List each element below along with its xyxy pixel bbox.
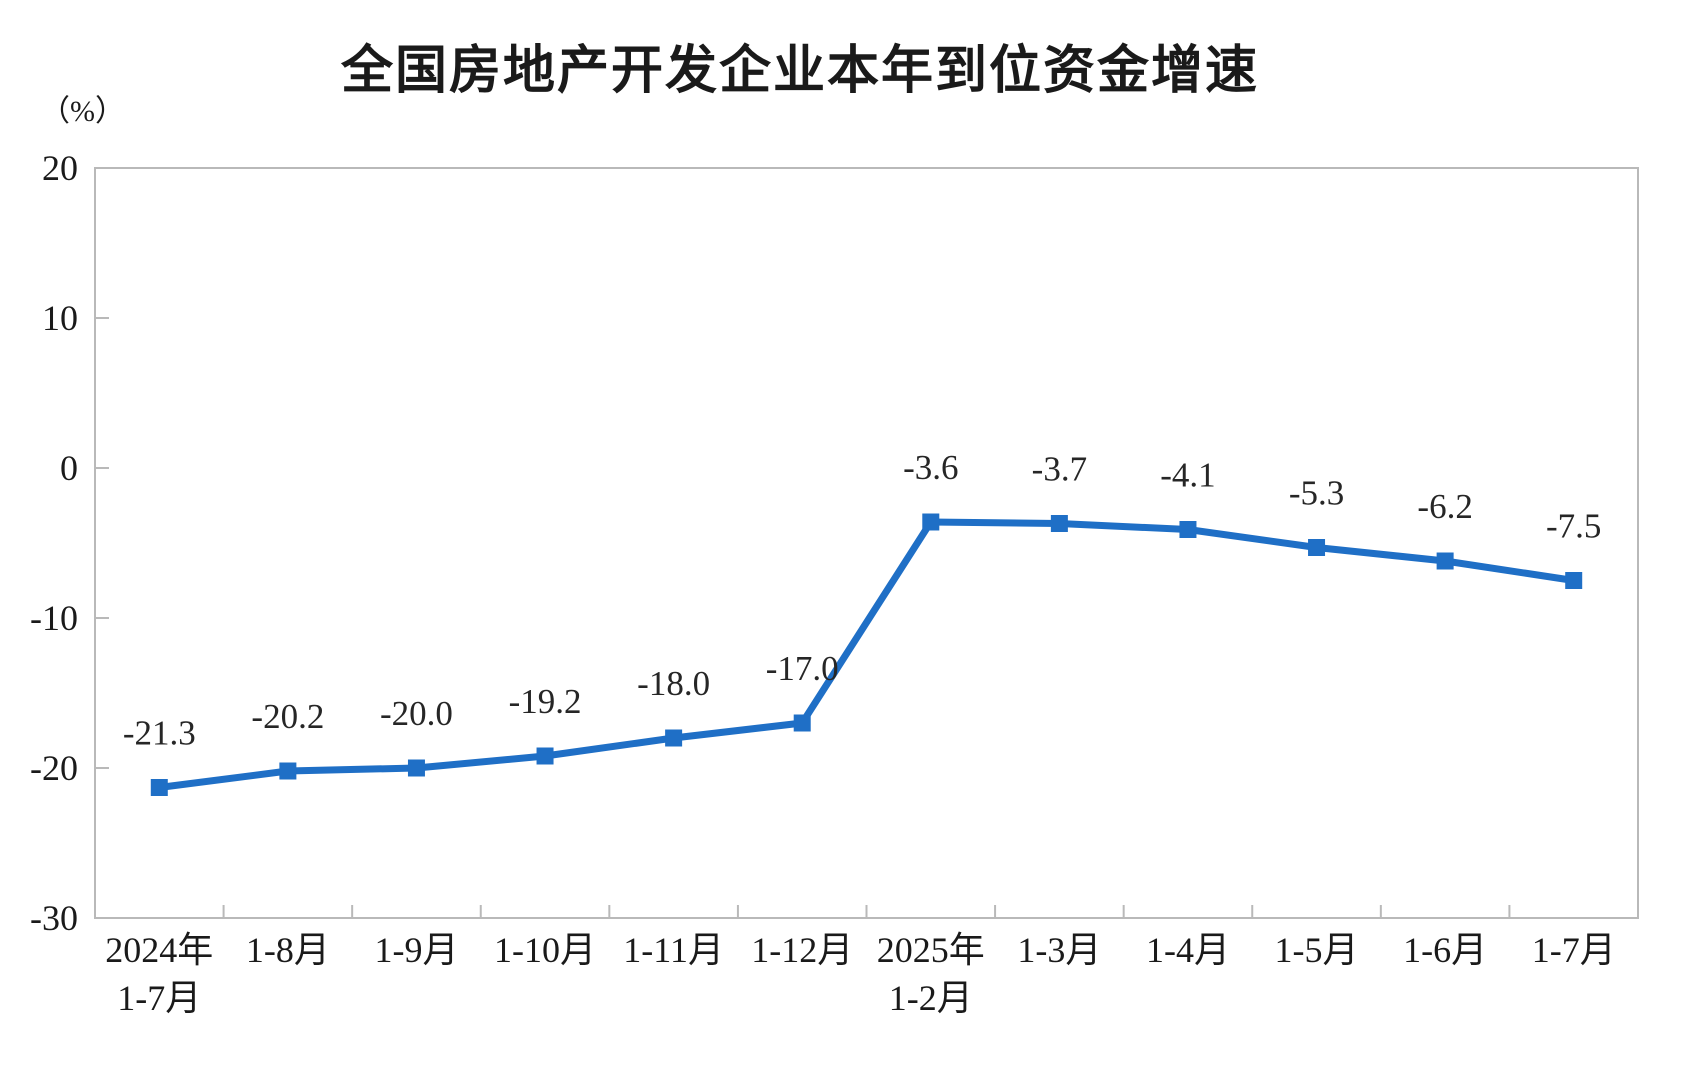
y-axis-label: 0 [60,448,78,488]
x-axis-label: 2025年 1-2月 [877,930,985,1018]
x-axis-label: 1-12月 [751,930,853,970]
data-point-label: -20.0 [380,694,453,733]
x-axis-label: 1-6月 [1403,930,1487,970]
y-axis-unit-label: （%） [40,95,125,128]
y-axis-label: 10 [42,298,78,338]
data-point-marker [922,513,940,531]
x-axis-label: 1-5月 [1275,930,1359,970]
data-point-label: -4.1 [1160,456,1215,495]
data-point-label: -3.7 [1032,450,1087,489]
data-point-marker [1565,572,1583,589]
x-axis-label: 1-11月 [623,930,724,970]
data-point-marker [407,759,425,777]
data-point-marker [665,729,683,747]
x-axis-label: 1-9月 [374,930,458,970]
data-point-label: -21.3 [123,714,196,753]
x-axis-label: 1-10月 [494,930,596,970]
y-axis-label: -30 [30,898,78,938]
data-point-label: -20.2 [251,697,324,736]
data-point-marker [150,779,168,796]
data-point-marker [1436,552,1454,570]
data-point-label: -18.0 [637,664,710,703]
data-point-marker [536,747,554,765]
data-point-label: -6.2 [1417,487,1472,526]
data-point-label: -19.2 [509,682,582,721]
x-axis-label: 1-8月 [246,930,330,970]
data-point-label: -5.3 [1289,474,1344,513]
data-point-marker [793,714,811,732]
data-point-marker [1050,515,1068,532]
data-point-label: -3.6 [903,448,958,487]
y-axis-label: -10 [30,598,78,638]
data-point-marker [279,762,297,780]
x-axis-label: 1-3月 [1017,930,1101,970]
data-point-label: -7.5 [1546,507,1601,546]
data-point-label: -17.0 [766,649,839,688]
data-line [155,518,1578,791]
x-axis-label: 1-4月 [1146,930,1230,970]
y-axis-label: -20 [30,748,78,788]
x-axis-label: 1-7月 [1532,930,1616,970]
chart-title: 全国房地产开发企业本年到位资金增速 [340,43,1259,100]
plot-border [94,167,1639,919]
y-axis-label: 20 [42,148,78,188]
data-point-marker [1179,521,1197,538]
data-point-marker [1308,539,1326,556]
x-axis-label: 2024年 1-7月 [105,930,213,1018]
